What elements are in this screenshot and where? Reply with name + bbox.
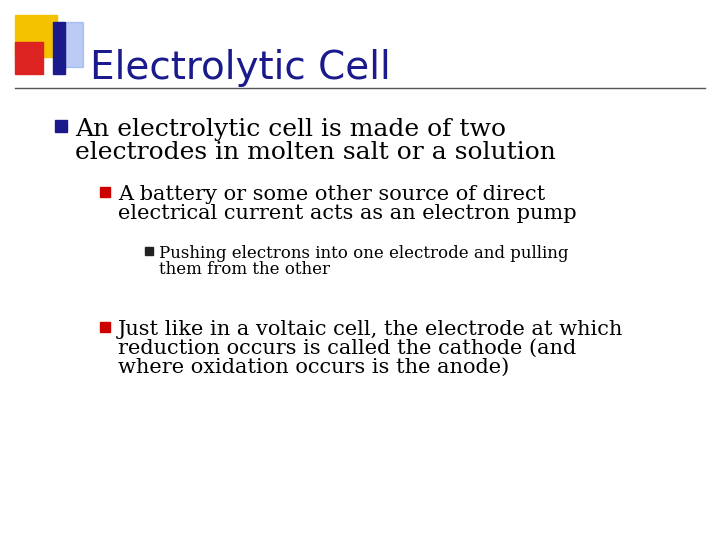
Text: Just like in a voltaic cell, the electrode at which: Just like in a voltaic cell, the electro… <box>118 320 624 339</box>
Bar <box>65 22 83 67</box>
Text: electrodes in molten salt or a solution: electrodes in molten salt or a solution <box>75 141 556 164</box>
Text: Electrolytic Cell: Electrolytic Cell <box>90 49 391 87</box>
Bar <box>55 120 67 132</box>
Text: reduction occurs is called the cathode (and: reduction occurs is called the cathode (… <box>118 339 576 358</box>
Text: them from the other: them from the other <box>159 261 330 278</box>
Bar <box>100 322 110 332</box>
Text: Pushing electrons into one electrode and pulling: Pushing electrons into one electrode and… <box>159 245 569 262</box>
Bar <box>145 247 153 255</box>
Text: A battery or some other source of direct: A battery or some other source of direct <box>118 185 545 204</box>
Text: where oxidation occurs is the anode): where oxidation occurs is the anode) <box>118 358 509 377</box>
Bar <box>15 15 57 57</box>
Bar <box>15 42 43 74</box>
Text: An electrolytic cell is made of two: An electrolytic cell is made of two <box>75 118 506 141</box>
Bar <box>100 187 110 197</box>
Text: electrical current acts as an electron pump: electrical current acts as an electron p… <box>118 204 577 223</box>
Bar <box>53 22 65 74</box>
